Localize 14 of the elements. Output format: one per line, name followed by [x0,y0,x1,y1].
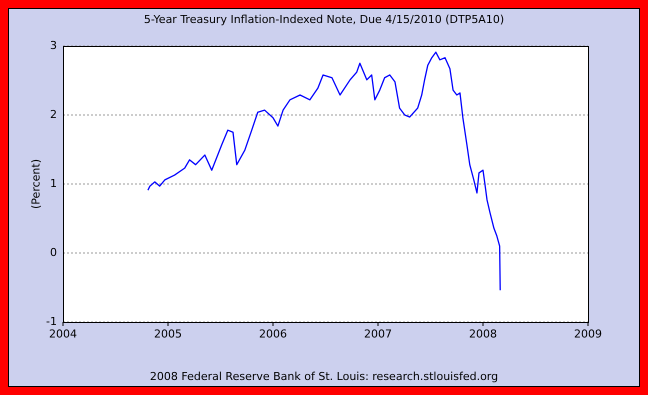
x-tick-label: 2008 [469,327,497,340]
y-tick-label: 3 [50,38,57,52]
x-tick-label: 2004 [49,327,77,340]
chart-title: 5-Year Treasury Inflation-Indexed Note, Due 4/15/2010 (DTP5A10) [144,12,504,26]
x-tick-label: 2009 [574,327,602,340]
x-tick-label: 2005 [154,327,182,340]
y-tick-label: 1 [50,176,57,190]
y-tick-label: 2 [50,108,57,121]
y-tick-label: 0 [50,246,57,259]
y-tick-label: -1 [46,314,57,328]
text: 2008 Federal Reserve Bank of St. Louis: research.stlouisfed.org [150,370,498,383]
x-tick-label: 2007 [364,327,392,340]
y-axis-title: (Percent) [29,159,42,209]
x-tick-label: 2006 [259,327,287,340]
